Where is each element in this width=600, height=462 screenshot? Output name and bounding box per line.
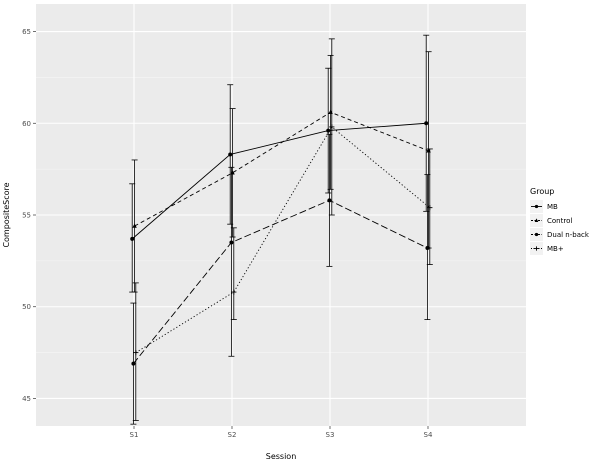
series-line [133, 199, 428, 364]
y-tick-label: 50 [22, 303, 31, 311]
data-point [329, 124, 335, 130]
data-point [534, 246, 539, 251]
data-point [326, 128, 331, 133]
data-point [133, 349, 139, 356]
data-point [534, 218, 539, 222]
data-point [131, 361, 136, 366]
data-point [132, 223, 137, 228]
data-point [427, 205, 433, 211]
legend-label: MB+ [547, 245, 564, 253]
legend-item: MB+ [530, 242, 564, 255]
data-point [130, 236, 135, 241]
series-line [134, 111, 429, 227]
data-point [231, 289, 237, 295]
series-layer [129, 34, 433, 425]
x-axis: S1 S2 S3 S4 [130, 426, 433, 439]
legend-label: MB [547, 203, 558, 211]
legend: Group MB Control Dual n-back MB+ [530, 187, 590, 255]
legend-item: Control [530, 214, 572, 227]
y-axis-title: CompositeScore [2, 182, 11, 247]
data-point [534, 204, 539, 209]
legend-item: MB [530, 200, 558, 213]
data-point [327, 198, 332, 203]
x-tick-label: S4 [424, 431, 433, 439]
legend-label: Dual n-back [547, 231, 590, 239]
series-3 [132, 38, 433, 421]
x-tick-label: S1 [130, 431, 139, 439]
data-point [534, 232, 539, 237]
legend-label: Control [547, 217, 572, 225]
gridlines [36, 4, 526, 426]
data-point [229, 240, 234, 245]
series-line [135, 126, 431, 353]
data-point [228, 152, 233, 157]
x-tick-label: S2 [228, 431, 237, 439]
y-axis: 45 50 55 60 65 [22, 28, 36, 403]
series-1 [131, 51, 432, 293]
series-0 [129, 34, 430, 293]
x-tick-label: S3 [326, 431, 335, 439]
error-bar [230, 227, 237, 320]
legend-title: Group [530, 187, 554, 196]
data-point [424, 121, 429, 126]
y-tick-label: 45 [22, 395, 31, 403]
y-tick-label: 55 [22, 212, 31, 220]
y-tick-label: 65 [22, 28, 31, 36]
series-2 [130, 133, 431, 425]
y-tick-label: 60 [22, 120, 31, 128]
data-point [425, 246, 430, 251]
error-bar [327, 54, 334, 190]
series-line [131, 122, 427, 240]
legend-item: Dual n-back [530, 228, 590, 241]
error-bar [228, 166, 235, 357]
x-axis-title: Session [266, 452, 297, 461]
